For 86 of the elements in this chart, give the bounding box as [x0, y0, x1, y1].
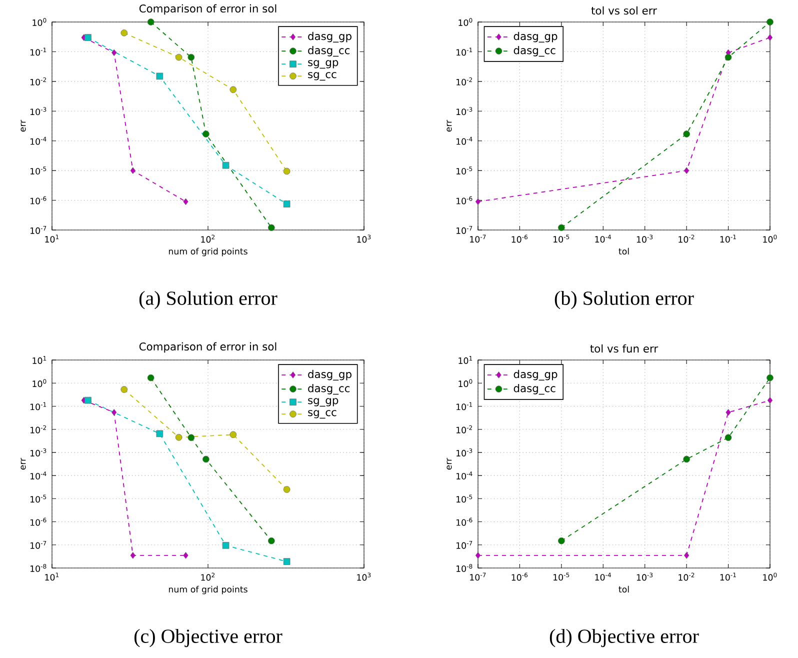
y-tick-label: 10$^{-6}$: [456, 196, 472, 204]
y-tick-label: 10$^{0}$: [32, 18, 46, 26]
y-tick-label: 10$^{-3}$: [456, 107, 472, 116]
y-tick-label: 10$^{-1}$: [30, 48, 46, 56]
y-tick-label: 10$^{0}$: [458, 379, 472, 388]
x-tick-label: 10$^{-1}$: [720, 234, 736, 243]
y-axis-title: err: [446, 120, 452, 132]
x-tick-label: 10$^{0}$: [763, 572, 777, 581]
y-tick-label: 10$^{-3}$: [30, 107, 46, 116]
y-tick-label: 10$^{-5}$: [30, 494, 46, 503]
y-axis-title: err: [20, 120, 26, 132]
y-tick-label: 10$^{-6}$: [30, 518, 46, 526]
y-tick-label: 10$^{-8}$: [30, 564, 46, 572]
x-tick-label: 10$^{-5}$: [554, 572, 570, 581]
x-axis-title: tol: [618, 586, 629, 593]
chart-title: Comparison of error in sol: [139, 4, 276, 15]
y-tick-label: 10$^{-7}$: [456, 540, 472, 549]
x-tick-label: 10$^{-6}$: [512, 572, 528, 581]
y-axis-title: err: [446, 458, 452, 470]
y-tick-label: 10$^{-4}$: [456, 136, 472, 145]
y-tick-label: 10$^{-4}$: [30, 472, 46, 480]
x-tick-label: 10$^{-2}$: [678, 234, 694, 243]
legend-label: sg_cc: [308, 72, 336, 81]
y-tick-label: 10$^{0}$: [32, 379, 46, 388]
x-tick-label: 10$^{-4}$: [595, 572, 612, 581]
x-axis-title: num of grid points: [168, 586, 248, 594]
x-axis-title: tol: [618, 248, 629, 255]
chart-title: tol vs sol err: [591, 6, 657, 15]
y-tick-label: 10$^{-7}$: [456, 226, 472, 234]
y-tick-label: 10$^{-2}$: [30, 77, 46, 86]
legend-label: sg_gp: [308, 60, 338, 69]
x-tick-label: 10$^{-3}$: [636, 572, 653, 581]
y-tick-label: 10$^{-1}$: [456, 402, 472, 410]
x-tick-label: 10$^{-5}$: [554, 234, 570, 243]
y-tick-label: 10$^{1}$: [458, 356, 472, 364]
y-tick-label: 10$^{-4}$: [456, 472, 472, 480]
x-tick-label: 10$^{-7}$: [470, 234, 486, 243]
y-tick-label: 10$^{-5}$: [456, 494, 472, 503]
x-tick-label: 10$^{-6}$: [512, 234, 528, 243]
y-tick-label: 10$^{-2}$: [456, 77, 472, 86]
y-tick-label: 10$^{1}$: [32, 356, 46, 364]
legend-label: dasg_gp: [308, 370, 352, 381]
legend-label: dasg_cc: [514, 384, 556, 395]
text: (a) Solution error: [139, 290, 278, 310]
legend-label: dasg_gp: [308, 32, 352, 43]
y-tick-label: 10$^{-8}$: [456, 564, 472, 572]
y-tick-label: 10$^{-1}$: [456, 48, 472, 56]
y-tick-label: 10$^{-5}$: [456, 166, 472, 175]
y-axis-title: err: [20, 458, 26, 470]
y-tick-label: 10$^{-5}$: [30, 166, 46, 175]
y-tick-label: 10$^{-4}$: [30, 136, 46, 145]
y-tick-label: 10$^{-3}$: [30, 448, 46, 456]
x-tick-label: 10$^{2}$: [201, 572, 214, 581]
x-tick-label: 10$^{3}$: [357, 572, 371, 581]
y-tick-label: 10$^{0}$: [458, 18, 472, 26]
chart-title: Comparison of error in sol: [139, 342, 276, 353]
chart-title: tol vs fun err: [590, 344, 658, 353]
x-tick-label: 10$^{-7}$: [470, 572, 486, 581]
text: (d) Objective error: [550, 628, 699, 648]
y-tick-label: 10$^{-3}$: [456, 448, 472, 456]
legend-label: dasg_cc: [308, 384, 350, 395]
text: (c) Objective error: [134, 628, 282, 648]
legend-label: dasg_cc: [514, 46, 556, 57]
y-tick-label: 10$^{-2}$: [456, 425, 472, 434]
x-tick-label: 10$^{1}$: [45, 572, 59, 581]
y-tick-label: 10$^{-6}$: [30, 196, 46, 204]
x-tick-label: 10$^{3}$: [357, 234, 371, 243]
y-tick-label: 10$^{-1}$: [30, 402, 46, 410]
y-tick-label: 10$^{-2}$: [30, 425, 46, 434]
text: (b) Solution error: [554, 290, 694, 310]
x-tick-label: 10$^{0}$: [763, 234, 777, 243]
x-tick-label: 10$^{1}$: [45, 234, 59, 243]
x-axis-title: num of grid points: [168, 248, 248, 256]
x-tick-label: 10$^{2}$: [201, 234, 214, 243]
x-tick-label: 10$^{-4}$: [595, 234, 612, 243]
legend-label: dasg_gp: [514, 370, 558, 381]
y-tick-label: 10$^{-7}$: [30, 226, 46, 234]
y-tick-label: 10$^{-6}$: [456, 518, 472, 526]
x-tick-label: 10$^{-2}$: [678, 572, 694, 581]
legend-label: dasg_gp: [514, 32, 558, 43]
legend-label: dasg_cc: [308, 46, 350, 57]
legend-label: sg_gp: [308, 398, 338, 407]
x-tick-label: 10$^{-1}$: [720, 572, 736, 581]
legend-label: sg_cc: [308, 410, 336, 419]
x-tick-label: 10$^{-3}$: [636, 234, 653, 243]
y-tick-label: 10$^{-7}$: [30, 540, 46, 549]
